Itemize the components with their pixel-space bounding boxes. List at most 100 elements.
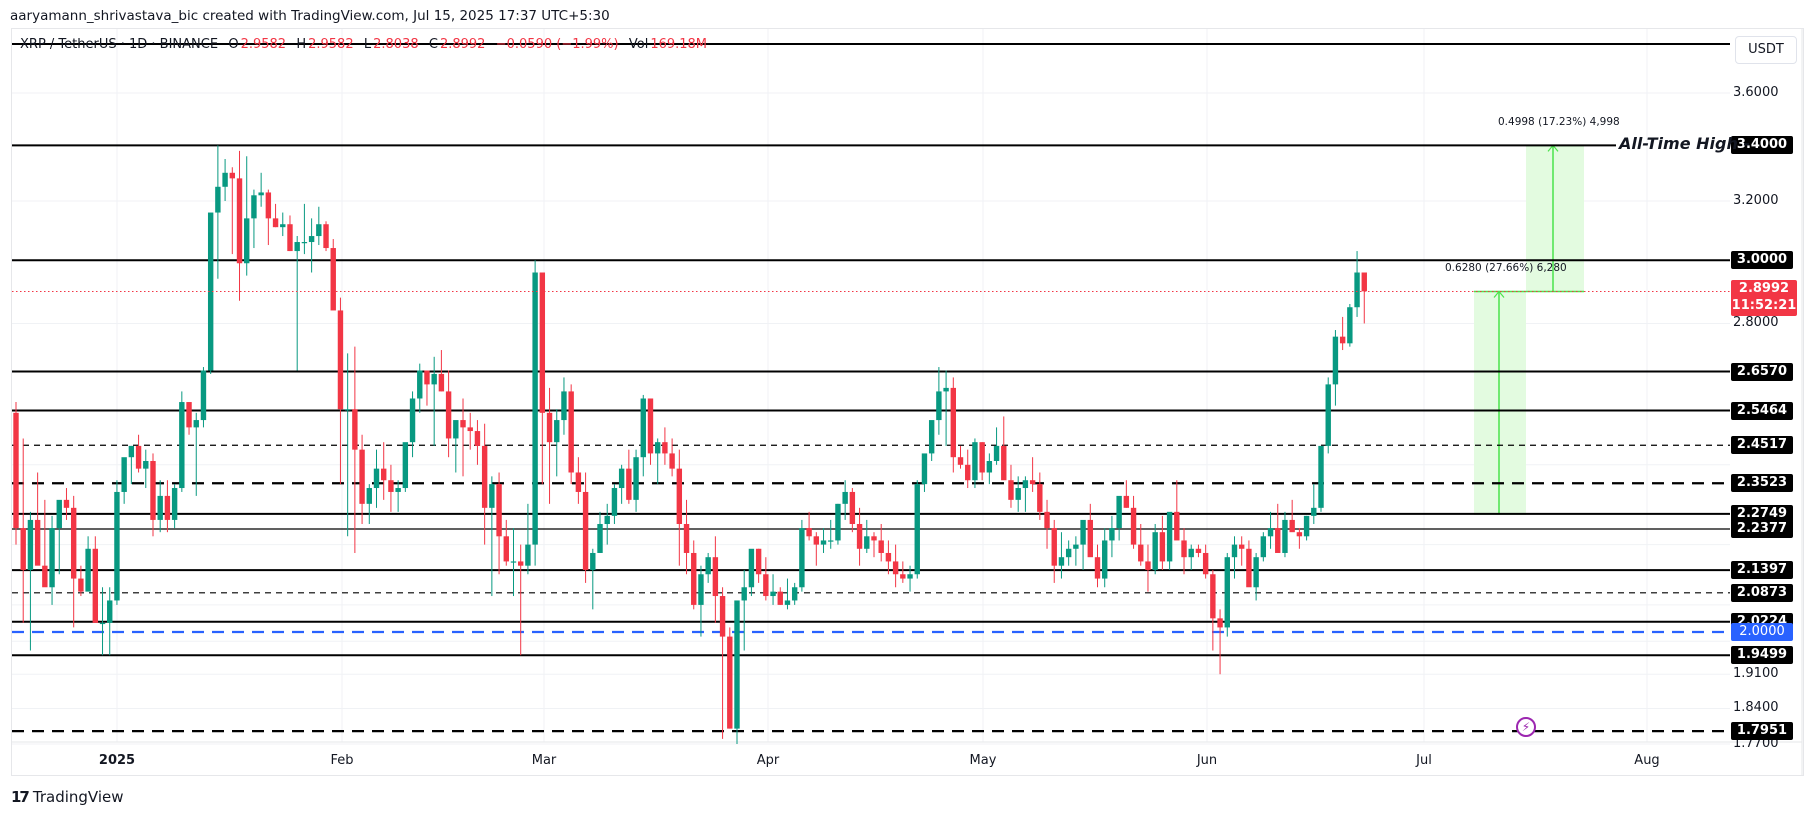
candle-body (1102, 540, 1108, 579)
candle-body (366, 488, 372, 504)
candle-body (554, 420, 560, 443)
close-label: C (428, 37, 438, 52)
chart-frame (11, 28, 1804, 776)
candle-body (417, 370, 423, 399)
measure-box-1[interactable] (1474, 291, 1526, 514)
candle-body (539, 272, 546, 413)
candle-body (633, 457, 639, 500)
candle-body (200, 370, 207, 421)
candle-body (251, 195, 257, 219)
candle-body (402, 442, 409, 489)
price-tick-label: 3.6000 (1733, 85, 1779, 100)
open-value: 2.9582 (240, 37, 287, 52)
candle-body (1246, 548, 1252, 588)
candle-body (691, 552, 697, 605)
candle-body (1109, 528, 1115, 541)
candle-body (121, 457, 127, 492)
candle-body (1282, 519, 1288, 553)
candle-body (510, 561, 517, 563)
candle-body (107, 600, 113, 623)
candle-body (1073, 544, 1079, 549)
time-tick-label: Feb (330, 753, 354, 768)
candle-body (676, 468, 683, 524)
candle-body (1065, 548, 1072, 558)
time-tick-label: May (969, 753, 997, 768)
all-time-high-annotation[interactable]: All-Time High - (1619, 134, 1751, 153)
price-tick-label: 3.2000 (1733, 193, 1779, 208)
candle-body (1174, 511, 1180, 541)
candle-body (763, 574, 769, 597)
price-tick-label: 1.8400 (1733, 700, 1779, 716)
level-price-tag: 3.4000 (1731, 136, 1793, 155)
candle-body (157, 495, 163, 520)
candle-body (1267, 528, 1274, 537)
candle-body (1058, 557, 1065, 566)
candle-body (1354, 272, 1360, 308)
candle-body (1116, 495, 1122, 529)
candle-body (654, 442, 661, 454)
measure-box-2[interactable] (1526, 145, 1584, 292)
candle-body (1029, 480, 1036, 485)
candle-body (590, 552, 596, 570)
candle-body (1037, 484, 1043, 512)
level-price-tag: 2.2749 (1731, 504, 1793, 523)
candle-body (878, 540, 884, 553)
candle-body (719, 596, 726, 637)
candle-body (207, 212, 214, 371)
candle-body (496, 484, 502, 537)
lightning-event-icon[interactable]: ⚡ (1516, 717, 1536, 737)
candle-body (20, 528, 26, 570)
candle-body (965, 464, 971, 481)
candle-body (662, 442, 668, 454)
candle-body (265, 192, 272, 219)
symbol-label[interactable]: XRP / TetherUS · 1D · BINANCE (20, 37, 219, 52)
candle-body (892, 561, 899, 575)
level-price-tag: 1.9499 (1731, 646, 1793, 665)
candle-body (928, 420, 935, 454)
candle-body (849, 491, 856, 524)
candle-body (705, 557, 711, 575)
level-price-tag: 2.2377 (1731, 520, 1793, 539)
level-price-tag: 2.0000 (1731, 623, 1793, 641)
low-label: L (363, 37, 372, 52)
candle-body (1195, 548, 1202, 553)
candle-body (856, 523, 863, 549)
measure-label-1[interactable]: 0.6280 (27.66%) 6,280 (1445, 262, 1567, 274)
candle-body (301, 242, 308, 244)
high-label: H (296, 37, 307, 52)
candle-body (359, 449, 365, 504)
candle-body (489, 484, 495, 508)
bar-countdown: 11:52:21 (1731, 298, 1797, 313)
candle-body (99, 622, 106, 625)
candle-body (27, 519, 34, 570)
candle-body (1303, 515, 1310, 537)
candle-body (871, 536, 877, 541)
candle-body (337, 310, 344, 410)
candle-body (1001, 445, 1007, 481)
candle-body (344, 409, 351, 411)
candle-body (770, 591, 776, 597)
candle-body (640, 398, 646, 458)
candle-body (409, 398, 416, 443)
candle-body (222, 172, 228, 187)
candle-body (734, 600, 740, 729)
candle-body (575, 472, 582, 492)
candle-body (1253, 557, 1259, 588)
candle-body (1210, 574, 1216, 619)
candle-body (755, 548, 762, 575)
time-tick-label: Jul (1416, 753, 1432, 768)
candle-body (1318, 445, 1324, 508)
candle-body (727, 636, 733, 729)
candle-body (13, 412, 19, 529)
candle-body (936, 391, 942, 421)
candle-body (373, 468, 380, 489)
measure-label-2[interactable]: 0.4998 (17.23%) 4,998 (1498, 116, 1620, 128)
candle-body (806, 528, 812, 537)
candle-body (835, 503, 841, 541)
candle-body (1361, 272, 1367, 292)
candle-body (561, 391, 567, 421)
candle-body (1130, 507, 1137, 545)
currency-button[interactable]: USDT (1735, 36, 1797, 64)
candle-body (604, 515, 610, 524)
